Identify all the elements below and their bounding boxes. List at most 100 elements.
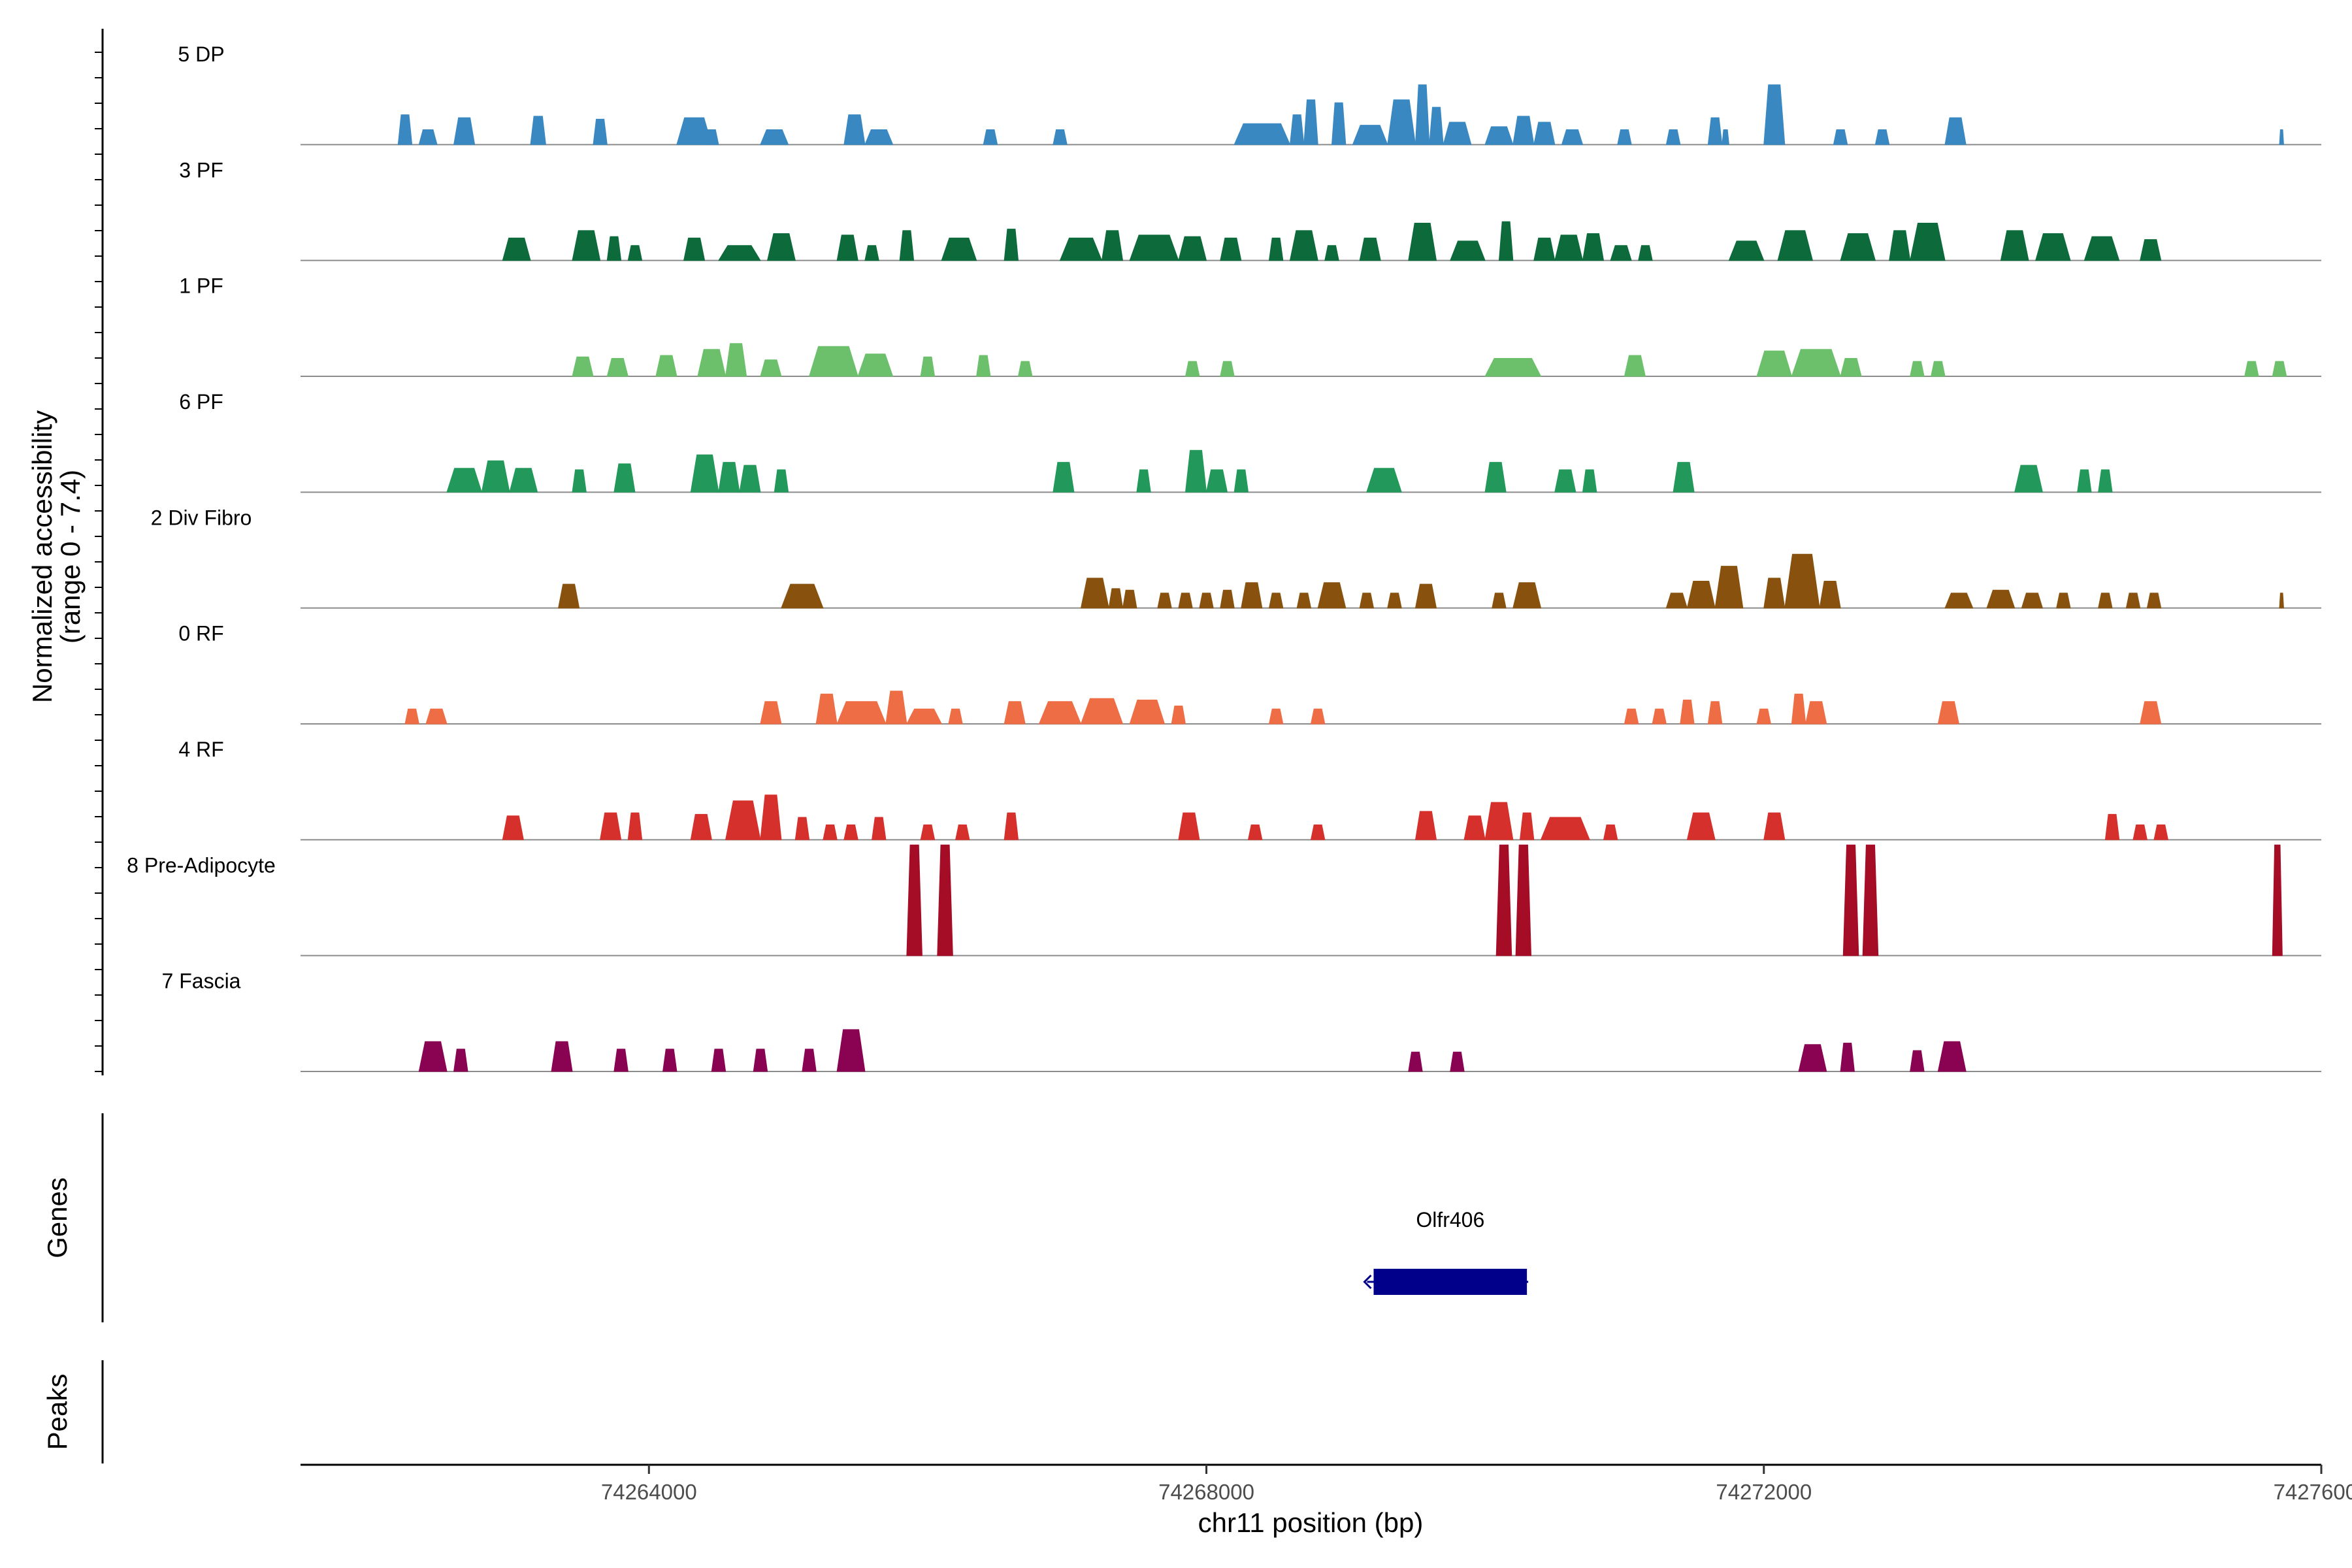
coverage-peak <box>1722 129 1729 145</box>
coverage-peak <box>690 813 712 840</box>
coverage-peak <box>1944 593 1974 609</box>
coverage-peak <box>1331 102 1347 145</box>
coverage-peak <box>606 358 629 377</box>
coverage-peak <box>1728 240 1765 261</box>
coverage-peak <box>2146 593 2162 609</box>
coverage-peak <box>836 701 887 725</box>
coverage-peak <box>1387 99 1416 145</box>
coverage-peak <box>1944 117 1967 145</box>
coverage-peak <box>1763 812 1786 840</box>
coverage-peak <box>1554 235 1584 261</box>
coverage-peak <box>760 794 782 840</box>
coverage-peak <box>1582 469 1597 493</box>
coverage-peak <box>1840 233 1876 261</box>
coverage-peak <box>1310 825 1326 840</box>
track-label: 4 RF <box>178 738 223 761</box>
coverage-peak <box>572 356 594 377</box>
coverage-peak <box>1408 223 1437 261</box>
coverage-peak <box>2140 239 2162 261</box>
coverage-peak <box>906 844 923 956</box>
coverage-peak <box>1241 582 1263 609</box>
coverage-peak <box>2153 825 2169 840</box>
coverage-peak <box>1080 698 1124 725</box>
coverage-peak <box>1220 589 1235 609</box>
coverage-peak <box>725 343 747 377</box>
coverage-peak <box>836 1029 866 1072</box>
track-2-div-fibro: 2 Div Fibro <box>151 506 2321 609</box>
coverage-peak <box>760 701 782 725</box>
coverage-peak <box>1931 361 1946 377</box>
coverage-peak <box>711 1049 727 1072</box>
coverage-peak <box>2035 233 2071 261</box>
track-8-pre-adipocyte: 8 Pre-Adipocyte <box>127 844 2321 956</box>
coverage-peak <box>530 116 546 145</box>
coverage-peak <box>613 463 636 493</box>
track-label: 7 Fascia <box>162 970 241 993</box>
coverage-peak <box>864 129 894 145</box>
coverage-peak <box>885 691 907 725</box>
track-3-pf: 3 PF <box>179 158 2321 261</box>
coverage-peak <box>718 462 740 493</box>
coverage-peak <box>1233 123 1291 145</box>
coverage-peak <box>1673 462 1695 493</box>
track-label: 1 PF <box>179 274 223 298</box>
coverage-peak <box>1310 708 1326 725</box>
coverage-peak <box>1714 566 1744 609</box>
coverage-peak <box>1268 708 1284 725</box>
coverage-peak <box>1408 1051 1423 1072</box>
coverage-peak <box>613 1049 629 1072</box>
coverage-peak <box>1519 812 1535 840</box>
coverage-peak <box>481 460 510 493</box>
coverage-peak <box>1763 84 1786 145</box>
coverage-peak <box>766 233 796 261</box>
coverage-peak <box>2056 593 2071 609</box>
coverage-peak <box>1862 844 1879 956</box>
coverage-peak <box>1498 221 1514 261</box>
coverage-peak <box>404 708 419 725</box>
coverage-peak <box>941 237 977 261</box>
coverage-peak <box>1554 469 1576 493</box>
coverage-peak <box>655 355 678 377</box>
coverage-peak <box>1178 593 1193 609</box>
genes-panel-title: Genes <box>42 1177 73 1258</box>
coverage-peak <box>446 468 482 493</box>
coverage-peak <box>606 236 622 261</box>
coverage-peak <box>1805 701 1827 725</box>
coverage-peak <box>572 230 601 261</box>
x-tick-label: 74272000 <box>1716 1480 1812 1504</box>
coverage-peak <box>1833 129 1848 145</box>
x-tick-label: 74276000 <box>2274 1480 2352 1504</box>
coverage-peak <box>1366 468 1402 493</box>
coverage-peak <box>2098 593 2113 609</box>
coverage-y-axis-ticks <box>95 52 103 1072</box>
coverage-peak <box>1791 693 1806 725</box>
coverage-peak <box>753 1049 768 1072</box>
coverage-peak <box>1874 129 1890 145</box>
coverage-peak <box>2244 361 2259 377</box>
coverage-peak <box>2125 593 2141 609</box>
coverage-peak <box>1157 593 1172 609</box>
coverage-peak <box>2279 593 2284 609</box>
coverage-peak <box>1937 701 1960 725</box>
track-label: 2 Div Fibro <box>151 506 252 529</box>
coverage-peak <box>2098 469 2113 493</box>
coverage-peak <box>1080 578 1109 609</box>
coverage-peak <box>1414 811 1437 840</box>
coverage-peak <box>418 129 438 145</box>
coverage-peak <box>453 117 476 145</box>
coverage-peak <box>1289 230 1318 261</box>
coverage-peak <box>2279 129 2284 145</box>
coverage-peak <box>1784 553 1820 609</box>
coverage-peak <box>1359 237 1381 261</box>
coverage-peak <box>502 237 531 261</box>
coverage-peak <box>872 817 887 840</box>
coverage-peak <box>593 118 608 145</box>
coverage-peak <box>864 245 879 261</box>
coverage-peak <box>1624 708 1639 725</box>
coverage-peak <box>1791 349 1841 377</box>
peaks-panel-title: Peaks <box>42 1374 73 1450</box>
coverage-peak <box>1220 361 1235 377</box>
coverage-peak <box>1059 237 1103 261</box>
coverage-peak <box>1484 802 1514 840</box>
